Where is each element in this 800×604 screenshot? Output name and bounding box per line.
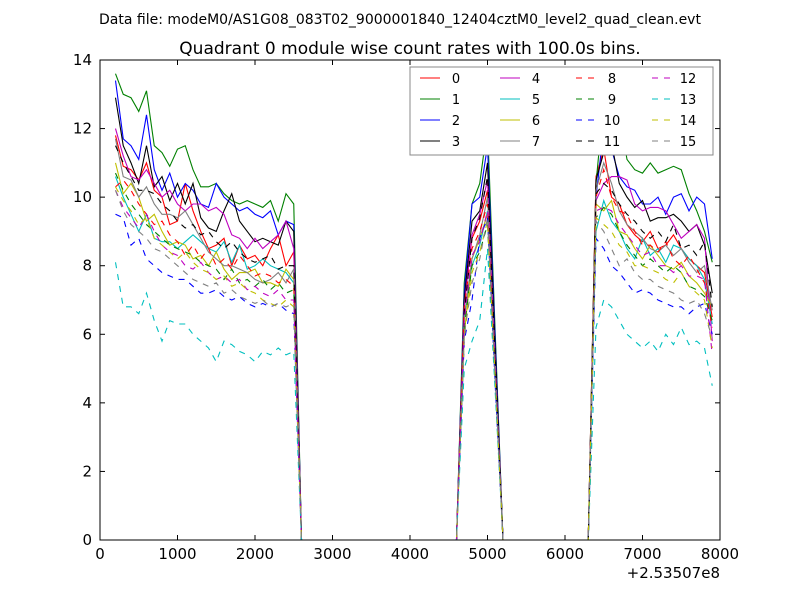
series-line-11: [114, 145, 713, 541]
legend-label: 13: [680, 93, 697, 108]
legend-item-11: 11: [576, 135, 620, 150]
series-line-8: [115, 167, 713, 541]
y-tick-label: 12: [73, 120, 92, 138]
legend-label: 15: [680, 135, 697, 150]
legend-item-8: 8: [576, 72, 616, 87]
x-tick-label: 1000: [158, 545, 196, 563]
x-tick-label: 2000: [236, 545, 274, 563]
legend-item-2: 2: [420, 114, 460, 129]
suptitle: Data file: modeM0/AS1G08_083T02_90000018…: [99, 12, 701, 28]
legend-item-12: 12: [652, 72, 696, 87]
series-line-13: [114, 248, 713, 541]
legend-label: 9: [608, 93, 616, 108]
y-tick-label: 0: [82, 531, 92, 549]
y-tick-label: 8: [82, 257, 92, 275]
chart-title: Quadrant 0 module wise count rates with …: [179, 39, 640, 59]
series-line-5: [114, 176, 713, 541]
x-tick-label: 8000: [701, 545, 739, 563]
series-line-3: [114, 97, 713, 541]
legend-item-4: 4: [500, 72, 540, 87]
series-line-15: [114, 190, 713, 541]
legend-box: [409, 66, 714, 156]
legend-label: 3: [452, 135, 460, 150]
legend-label: 6: [532, 114, 540, 129]
legend-label: 10: [604, 114, 621, 129]
series-line-0: [114, 135, 713, 541]
legend-label: 5: [532, 93, 540, 108]
x-offset-label: +2.53507e8: [627, 564, 720, 582]
legend-item-7: 7: [500, 135, 540, 150]
legend-label: 1: [452, 93, 460, 108]
legend-label: 2: [452, 114, 460, 129]
legend-item-6: 6: [500, 114, 540, 129]
legend-item-0: 0: [420, 72, 460, 87]
y-tick-label: 2: [82, 462, 92, 480]
legend-label: 14: [680, 114, 697, 129]
y-tick-label: 14: [73, 51, 92, 69]
x-tick-label: 3000: [313, 545, 351, 563]
legend-item-10: 10: [576, 114, 620, 129]
legend-label: 12: [680, 72, 697, 87]
x-tick-label: 5000: [468, 545, 506, 563]
legend-item-15: 15: [652, 135, 696, 150]
y-tick-label: 4: [82, 394, 92, 412]
axis-ticks: 0 1000 2000 3000 4000 5000 6000 7000 80000246810…: [73, 51, 739, 563]
legend-item-13: 13: [652, 93, 696, 108]
x-tick-label: 0: [95, 545, 105, 563]
x-tick-label: 6000: [546, 545, 584, 563]
legend-item-9: 9: [576, 93, 616, 108]
legend-label: 7: [532, 135, 540, 150]
series-line-10: [115, 213, 713, 541]
legend-label: 0: [452, 72, 460, 87]
legend-item-3: 3: [420, 135, 460, 150]
x-tick-label: 7000: [623, 545, 661, 563]
legend-label: 11: [604, 135, 621, 150]
legend-item-14: 14: [652, 114, 696, 129]
series-line-9: [114, 172, 713, 541]
series-line-12: [114, 190, 713, 541]
legend-item-1: 1: [420, 93, 460, 108]
series-line-7: [114, 138, 713, 541]
legend-label: 8: [608, 72, 616, 87]
x-tick-label: 4000: [391, 545, 429, 563]
y-tick-label: 6: [82, 325, 92, 343]
legend-item-5: 5: [500, 93, 540, 108]
legend-label: 4: [532, 72, 540, 87]
y-tick-label: 10: [73, 188, 92, 206]
series-line-6: [114, 162, 713, 541]
